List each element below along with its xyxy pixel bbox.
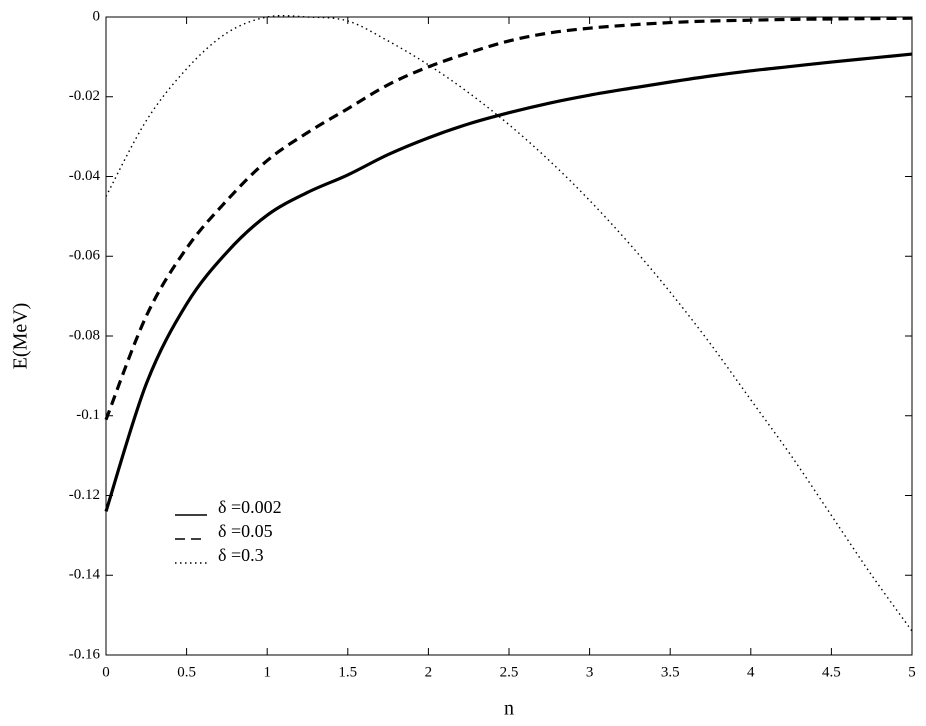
y-axis-label: E(MeV): [10, 303, 32, 370]
x-axis-label: n: [504, 698, 514, 720]
x-tick-label: 4: [747, 664, 755, 680]
x-tick-label: 5: [908, 664, 916, 680]
y-tick-label: -0.04: [69, 168, 101, 184]
y-tick-label: -0.12: [69, 487, 100, 503]
y-tick-label: -0.02: [69, 88, 100, 104]
legend-text: δ =0.002: [218, 497, 282, 517]
x-tick-label: 2.5: [500, 664, 519, 680]
y-tick-label: -0.16: [69, 646, 101, 662]
x-tick-label: 0: [102, 664, 110, 680]
line-series: [105, 14, 913, 632]
y-tick-label: -0.08: [69, 327, 100, 343]
x-tick-label: 4.5: [822, 664, 841, 680]
legend-text: δ =0.05: [218, 521, 273, 541]
y-tick-label: 0: [93, 8, 101, 24]
line-series: [104, 52, 913, 512]
line-series: [104, 16, 913, 421]
y-tick-label: -0.1: [76, 407, 100, 423]
x-tick-label: 0.5: [177, 664, 196, 680]
x-tick-label: 3.5: [661, 664, 680, 680]
legend-text: δ =0.3: [218, 545, 264, 565]
y-tick-label: -0.06: [69, 248, 101, 264]
x-tick-label: 1.5: [338, 664, 357, 680]
y-tick-label: -0.14: [69, 567, 101, 583]
x-tick-label: 1: [263, 664, 271, 680]
x-tick-label: 3: [586, 664, 594, 680]
x-tick-label: 2: [425, 664, 433, 680]
